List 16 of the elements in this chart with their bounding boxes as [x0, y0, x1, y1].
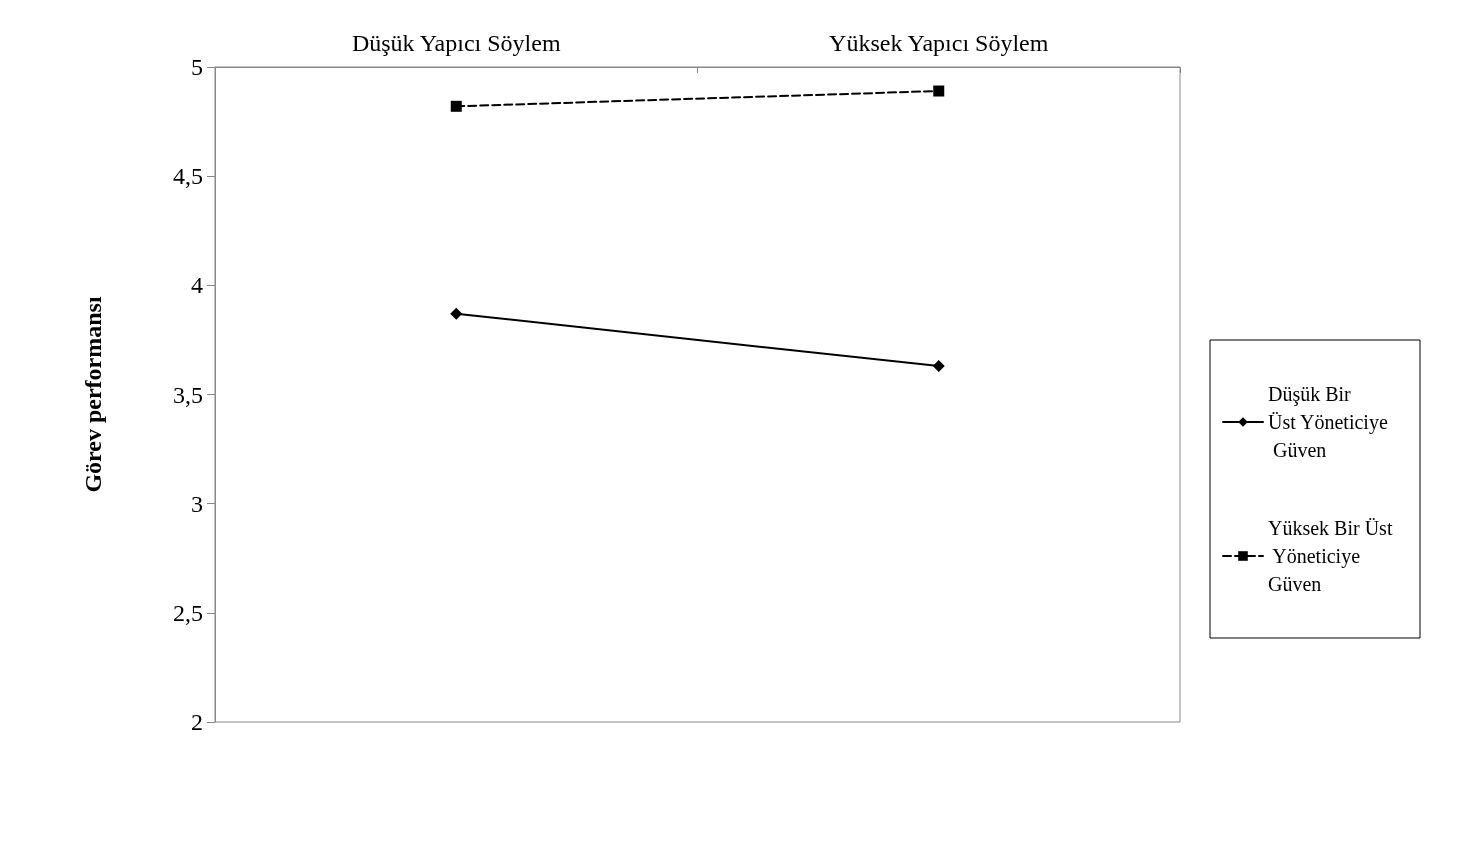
y-axis-title: Görev performansı: [80, 296, 106, 493]
y-tick-label: 5: [191, 54, 203, 80]
y-tick-label: 2: [191, 709, 203, 735]
legend-label: Yüksek Bir Üst Yöneticiye Güven: [1268, 517, 1393, 595]
legend-label: Düşük Bir Üst Yöneticiye Güven: [1268, 383, 1388, 461]
y-tick-label: 4: [191, 272, 203, 299]
x-tick-label: Yüksek Yapıcı Söylem: [829, 30, 1049, 56]
point: [450, 100, 462, 112]
y-tick-label: 4,5: [173, 163, 203, 190]
y-tick-label: 3,5: [173, 381, 203, 408]
point: [932, 360, 945, 373]
point: [450, 307, 463, 320]
x-tick-label: Düşük Yapıcı Söylem: [351, 30, 561, 56]
y-tick-label: 2,5: [173, 599, 203, 626]
point: [933, 85, 945, 97]
y-tick-label: 3: [191, 490, 203, 517]
